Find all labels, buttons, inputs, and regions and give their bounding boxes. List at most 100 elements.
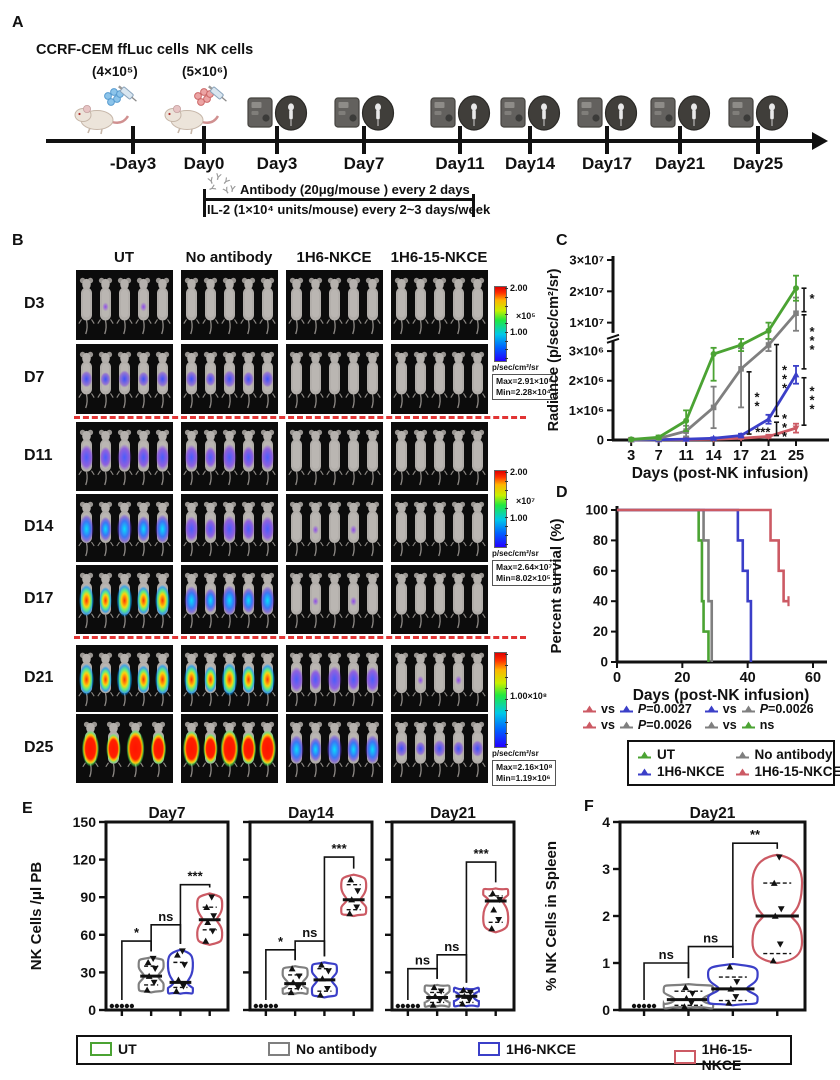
series-marker-icon (735, 768, 749, 775)
mouse-figure (154, 570, 171, 629)
panel-b-label: B (12, 232, 24, 249)
mouse-body (97, 429, 114, 486)
mouse-body (469, 721, 486, 778)
svg-text:ns: ns (444, 939, 459, 954)
mouse-figure (430, 719, 449, 778)
mouse-body (202, 721, 219, 778)
mouse-figure (412, 349, 429, 409)
mouse-body (154, 277, 171, 335)
mouse-figure (183, 275, 200, 335)
mouse-figure (259, 570, 276, 629)
mouse-body (345, 501, 362, 557)
mouse-figure (259, 349, 276, 409)
timeline-day-label: Day0 (183, 154, 225, 173)
mouse-figure (412, 650, 429, 707)
mouse-body (450, 652, 467, 707)
series-marker-icon (619, 705, 633, 713)
mouse-body (288, 277, 305, 335)
colorbar-max: Max=2.16×10⁸ (496, 762, 553, 772)
svg-text:3: 3 (602, 861, 610, 877)
mouse-body (97, 652, 114, 707)
mouse-body (307, 277, 324, 335)
svg-text:Y: Y (221, 185, 231, 196)
svg-text:***: *** (782, 411, 788, 444)
mouse-image-cell (76, 344, 173, 414)
violin-chart-svg: Day21 0 1 2 3 4 % NK Cells in Spleen ns ns ** (543, 805, 807, 1018)
mouse-body (183, 652, 200, 707)
svg-text:*: * (134, 925, 140, 940)
colorbar-tick (505, 687, 508, 689)
mouse-figure (135, 349, 152, 409)
svg-text:ns: ns (703, 931, 718, 946)
mouse-body (345, 652, 362, 707)
mouse-image-cell (181, 565, 278, 634)
mouse-image-cell (181, 344, 278, 414)
mouse-figure (78, 275, 95, 335)
mouse-body (393, 277, 410, 335)
mouse-body (393, 652, 410, 707)
mouse-figure (345, 349, 362, 409)
svg-text:25: 25 (788, 448, 804, 464)
svg-text:ns: ns (415, 953, 430, 968)
svg-text:0: 0 (88, 1002, 96, 1018)
timeline-day-label: Day14 (504, 154, 556, 173)
svg-text:40: 40 (593, 594, 608, 609)
violin-day14: Day14 * ns *** (240, 805, 380, 1041)
mouse-figure (135, 570, 152, 629)
imaging-icon (246, 92, 308, 139)
mouse-figure (469, 427, 486, 486)
mouse-figure (288, 719, 305, 778)
colorbar-tick (505, 358, 508, 359)
svg-text:Y: Y (229, 184, 237, 195)
mouse-body (450, 721, 467, 778)
timeline-tick (202, 126, 206, 154)
survival-legend: UT No antibody 1H6-NKCE 1H6-15-NKCE (627, 740, 840, 786)
svg-text:***: *** (755, 424, 771, 439)
mouse-figure (469, 570, 486, 629)
column-header-1h6-nkce: 1H6-NKCE (296, 249, 372, 266)
mouse-body (202, 501, 219, 557)
mouse-body (364, 501, 381, 557)
svg-text:Y: Y (206, 175, 215, 186)
mouse-figure (326, 275, 343, 335)
timeline-tick (756, 126, 760, 154)
mouse-body (259, 351, 276, 409)
mouse-body (393, 721, 410, 778)
survival-chart: 0 20 40 60 80 100 0 20 40 60 Days (post-NK infusio… (545, 492, 840, 711)
mouse-figure (288, 570, 305, 629)
mouse-body (431, 572, 448, 629)
legend-label: UT (657, 747, 675, 762)
mouse-body (431, 501, 448, 557)
mouse-figure (469, 275, 486, 335)
mouse-figure (345, 275, 362, 335)
mouse-figure (288, 349, 305, 409)
svg-text:***: *** (331, 841, 347, 856)
mouse-figure (412, 570, 429, 629)
timeline-tick (362, 126, 366, 154)
mouse-image-cell (181, 422, 278, 491)
mouse-image-cell (391, 565, 488, 634)
mouse-figure (431, 650, 448, 707)
mouse-figure (220, 499, 239, 557)
il2-note: IL-2 (1×10⁴ units/mouse) every 2~3 days/… (207, 202, 491, 217)
colorbar-tick (505, 665, 508, 667)
mouse-figure (202, 275, 219, 335)
violin-chart-svg: Day7 0 30 60 90 120 150 NK Cells /μl PB * ns *** (28, 805, 230, 1018)
mouse-body (307, 351, 324, 409)
svg-text:60: 60 (80, 927, 96, 943)
svg-text:ns: ns (158, 909, 173, 924)
mouse-body (78, 652, 95, 707)
mouse-body (450, 572, 467, 629)
timeline-day-label: Day17 (581, 154, 633, 173)
mouse-figure (431, 275, 448, 335)
mouse-figure (259, 499, 276, 557)
nk-cells-label: NK cells (196, 42, 254, 58)
mouse-body (135, 429, 152, 486)
mouse-body (288, 652, 305, 707)
mouse-body (221, 429, 238, 486)
mouse-figure (115, 349, 134, 409)
mouse-body (345, 429, 362, 486)
mouse-figure (325, 650, 344, 707)
mouse-figure (202, 650, 219, 707)
